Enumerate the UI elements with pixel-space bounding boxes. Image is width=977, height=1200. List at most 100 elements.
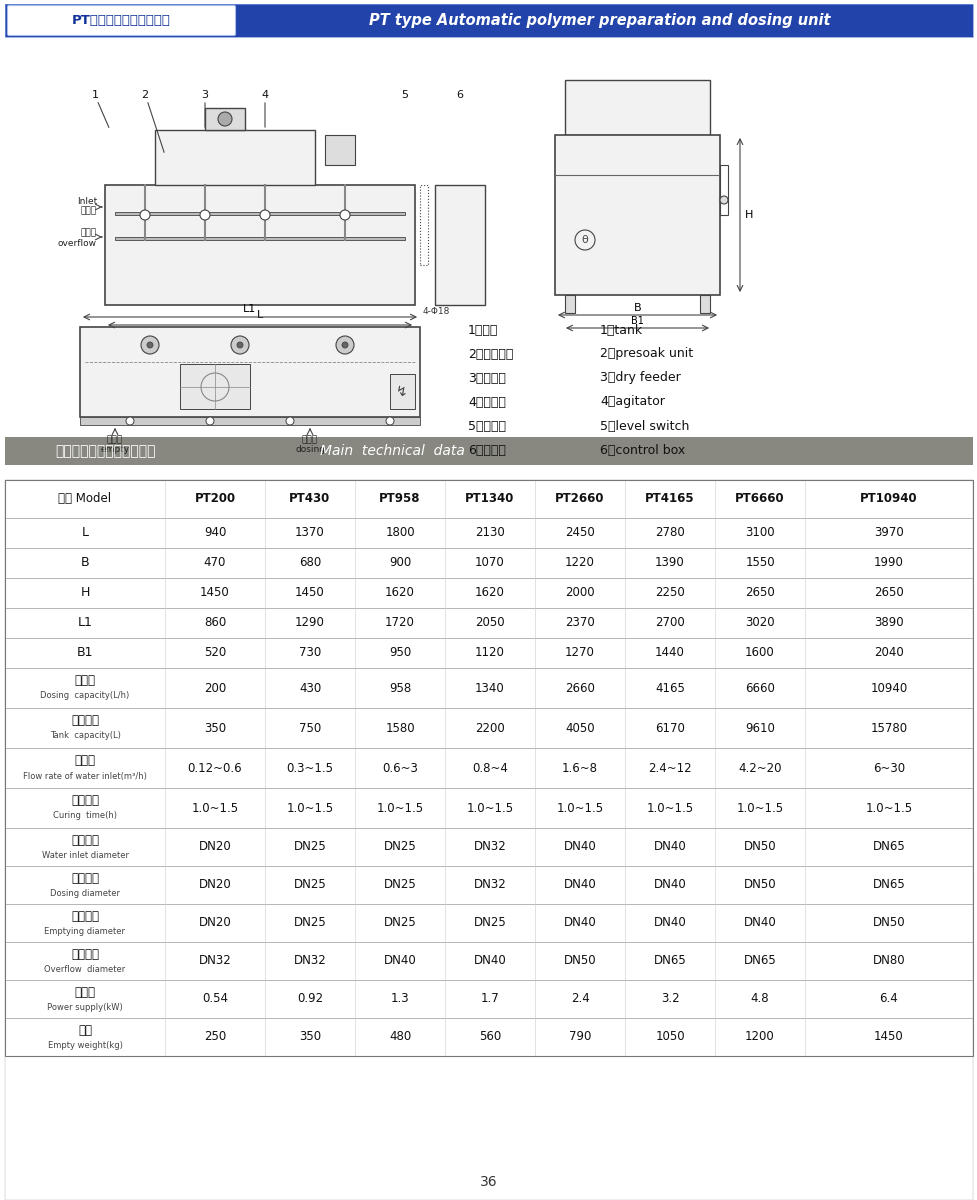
Text: 槽体容积: 槽体容积 [71,714,99,727]
Text: 2050: 2050 [475,617,504,630]
Text: DN40: DN40 [653,840,686,853]
Text: 6~30: 6~30 [872,762,904,774]
Text: 350: 350 [204,721,226,734]
Text: DN50: DN50 [563,954,596,967]
Text: 1620: 1620 [385,587,414,600]
Text: 1、tank: 1、tank [599,324,643,336]
Text: 1.3: 1.3 [390,992,409,1006]
Text: 1370: 1370 [295,527,324,540]
Text: DN50: DN50 [743,878,776,892]
Bar [80,416,419,425]
Text: DN40: DN40 [743,917,776,930]
Bar [5,480,972,1200]
Text: DN40: DN40 [563,840,596,853]
Text: 进水管径: 进水管径 [71,834,99,846]
Text: Water inlet diameter: Water inlet diameter [41,851,128,859]
Text: B: B [633,302,641,313]
Bar [700,295,709,313]
Text: 6170: 6170 [655,721,684,734]
Text: B1: B1 [630,316,643,326]
Text: L: L [257,310,263,320]
Text: DN40: DN40 [473,954,506,967]
Text: DN25: DN25 [293,840,326,853]
Text: PT1340: PT1340 [465,492,514,505]
Text: DN20: DN20 [198,840,232,853]
Text: 3970: 3970 [873,527,903,540]
Text: 958: 958 [389,682,410,695]
Text: empty: empty [101,445,129,454]
Text: DN50: DN50 [743,840,776,853]
Text: 2250: 2250 [655,587,684,600]
Text: 2780: 2780 [655,527,684,540]
Circle shape [342,342,348,348]
Bar [205,108,245,130]
Text: L1: L1 [77,617,93,630]
Text: DN32: DN32 [293,954,326,967]
Text: 0.12~0.6: 0.12~0.6 [188,762,242,774]
Text: 1440: 1440 [655,647,684,660]
Circle shape [386,416,394,425]
Text: L1: L1 [243,304,256,314]
Text: 溢流管径: 溢流管径 [71,948,99,960]
Text: 2.4~12: 2.4~12 [648,762,691,774]
Text: DN65: DN65 [871,840,905,853]
Text: 2200: 2200 [475,721,504,734]
Text: 熟化时间: 熟化时间 [71,794,99,808]
Text: 940: 940 [203,527,226,540]
Circle shape [206,416,214,425]
Text: 2650: 2650 [873,587,903,600]
Circle shape [140,210,149,220]
Text: DN20: DN20 [198,878,232,892]
Text: 4: 4 [261,90,269,100]
Text: 1290: 1290 [295,617,324,630]
Text: 1620: 1620 [475,587,504,600]
Text: 2040: 2040 [873,647,903,660]
Text: L: L [81,527,88,540]
Text: DN32: DN32 [473,878,506,892]
Text: 部分规格设备主要技术参数: 部分规格设备主要技术参数 [55,444,155,458]
Circle shape [340,210,350,220]
Text: 350: 350 [299,1031,320,1044]
Circle shape [218,112,232,126]
Circle shape [719,196,727,204]
Text: 680: 680 [299,557,320,570]
Text: PT2660: PT2660 [555,492,604,505]
Text: 1580: 1580 [385,721,414,734]
Text: ↯: ↯ [396,385,407,398]
Text: 470: 470 [203,557,226,570]
Text: 6、control box: 6、control box [599,444,685,456]
Text: dosing: dosing [295,445,324,454]
Text: 2: 2 [142,90,149,100]
Text: 1220: 1220 [565,557,594,570]
Text: Emptying diameter: Emptying diameter [45,926,125,936]
Text: 3020: 3020 [744,617,774,630]
Text: 型号 Model: 型号 Model [59,492,111,505]
Text: 10940: 10940 [870,682,907,695]
Text: 520: 520 [203,647,226,660]
Text: Overflow  diameter: Overflow diameter [44,965,125,973]
Text: 1.0~1.5: 1.0~1.5 [191,802,238,815]
Bar [565,295,574,313]
FancyBboxPatch shape [8,6,235,36]
Text: 36: 36 [480,1175,497,1189]
Bar [154,130,315,185]
Text: 5、液位计: 5、液位计 [468,420,505,432]
Text: 0.6~3: 0.6~3 [382,762,417,774]
Text: 730: 730 [299,647,320,660]
Circle shape [141,336,159,354]
Text: 放空管径: 放空管径 [71,910,99,923]
Text: H: H [80,587,90,600]
Text: 900: 900 [389,557,410,570]
Text: 950: 950 [389,647,410,660]
Circle shape [285,416,294,425]
Text: 1200: 1200 [744,1031,774,1044]
Text: 1550: 1550 [744,557,774,570]
Text: 0.8~4: 0.8~4 [472,762,507,774]
Text: DN25: DN25 [473,917,506,930]
Bar [390,374,414,409]
Text: Dosing  capacity(L/h): Dosing capacity(L/h) [40,691,130,701]
Text: Curing  time(h): Curing time(h) [53,811,117,821]
Text: DN25: DN25 [383,878,416,892]
Text: 3、dry feeder: 3、dry feeder [599,372,680,384]
Text: 投加量: 投加量 [74,674,96,688]
